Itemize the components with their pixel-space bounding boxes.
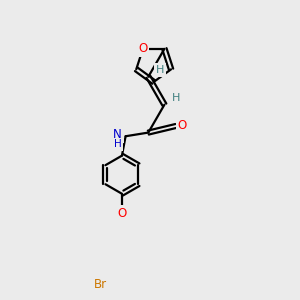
Text: N: N — [113, 128, 122, 141]
Text: H: H — [114, 139, 122, 149]
Text: H: H — [156, 65, 164, 75]
Text: O: O — [138, 42, 148, 55]
Text: O: O — [178, 119, 187, 133]
Text: H: H — [172, 93, 180, 103]
Text: Br: Br — [93, 278, 106, 291]
Text: O: O — [117, 207, 127, 220]
